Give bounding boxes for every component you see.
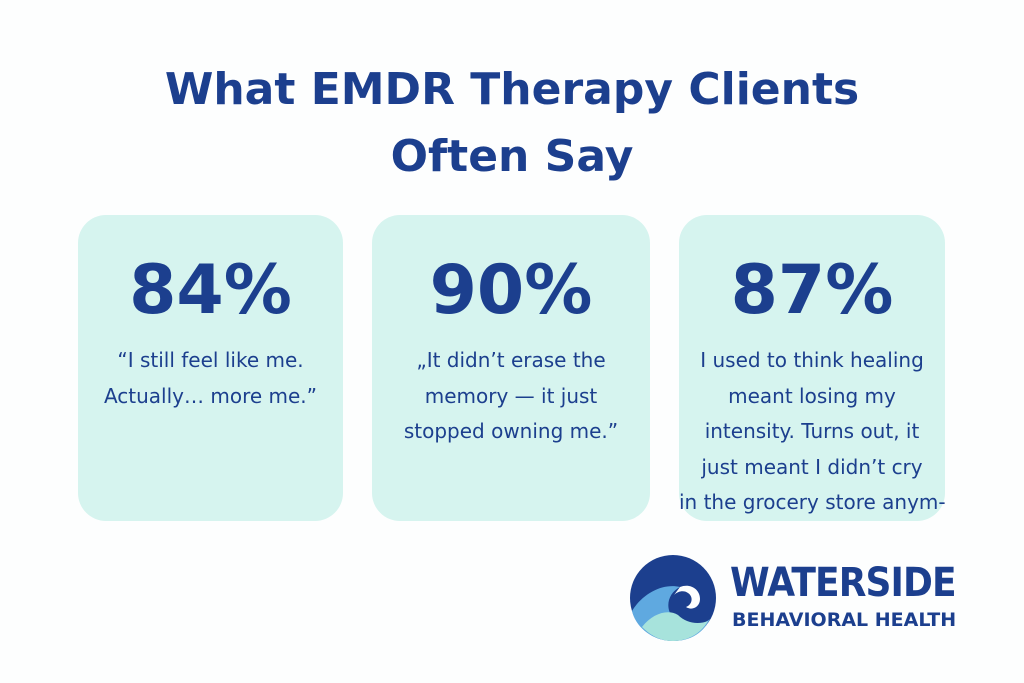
- logo-name: WATERSIDE: [730, 560, 957, 606]
- quote-line: Actually… more me.”: [103, 383, 318, 408]
- stat-value: 87%: [730, 251, 894, 330]
- quote-line: just meant I didn’t cry: [701, 454, 923, 479]
- stat-value: 90%: [429, 251, 593, 330]
- quote: „It didn’t erase the memory — it just stop…: [372, 343, 650, 450]
- stat-value: 84%: [129, 251, 292, 330]
- logo-icon: [630, 555, 716, 641]
- logo-tagline: BEHAVIORAL HEALTH: [732, 609, 957, 631]
- title-line: What EMDR Therapy Clients: [164, 64, 860, 115]
- quote-line: meant losing my: [728, 383, 896, 408]
- quote-line: „It didn’t erase the: [416, 348, 606, 372]
- stat-card: 84% “I still feel like me. Actually… more …: [78, 215, 343, 521]
- stat-card: 87% I used to think healing meant losing m…: [679, 215, 946, 521]
- quote: “I still feel like me. Actually… more me.…: [78, 343, 343, 414]
- quote-line: stopped owning me.”: [403, 419, 619, 443]
- quote: I used to think healing meant losing my in…: [679, 343, 946, 521]
- quote-line: memory — it just: [424, 383, 598, 408]
- quote-line: intensity. Turns out, it: [704, 419, 920, 443]
- quote-line: in the grocery store anym-: [679, 490, 946, 514]
- title-line: Often Say: [390, 131, 634, 182]
- quote-line: “I still feel like me.: [117, 348, 304, 372]
- stat-card: 90% „It didn’t erase the memory — it just s…: [372, 215, 650, 521]
- quote-line: I used to think healing: [700, 348, 924, 372]
